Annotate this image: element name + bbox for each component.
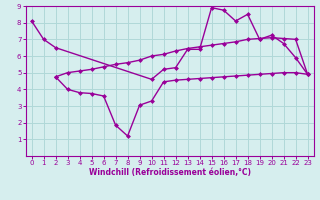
X-axis label: Windchill (Refroidissement éolien,°C): Windchill (Refroidissement éolien,°C) <box>89 168 251 177</box>
